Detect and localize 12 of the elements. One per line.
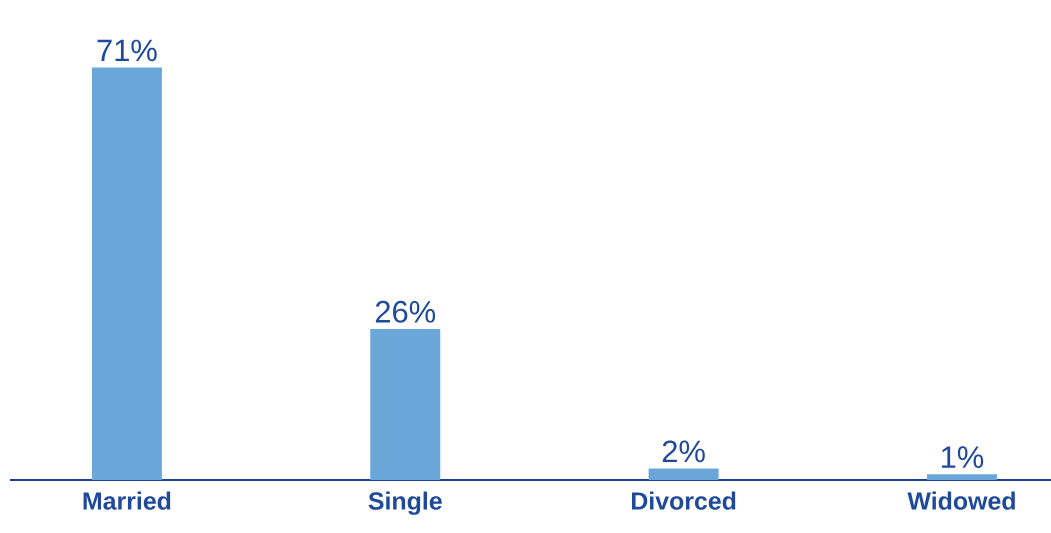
data-label: 71%: [97, 39, 157, 62]
data-label: 26%: [375, 300, 436, 323]
bar: [926, 474, 997, 480]
x-tick-label: Married: [83, 491, 171, 510]
data-label: 1%: [941, 446, 984, 468]
bar: [91, 67, 162, 480]
x-tick-label: Single: [368, 491, 442, 515]
data-label: 2%: [662, 440, 705, 463]
x-tick-label: Widowed: [907, 491, 1015, 510]
x-tick-label: Divorced: [631, 491, 736, 510]
bar: [370, 328, 441, 480]
bar: [648, 468, 719, 480]
